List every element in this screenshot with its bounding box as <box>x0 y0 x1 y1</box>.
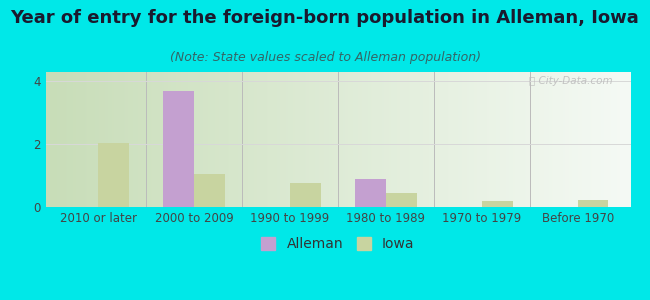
Bar <box>163 91 194 207</box>
Bar <box>482 201 513 207</box>
Bar <box>386 193 417 207</box>
Bar <box>356 179 386 207</box>
Text: Year of entry for the foreign-born population in Alleman, Iowa: Year of entry for the foreign-born popul… <box>10 9 640 27</box>
Bar <box>98 142 129 207</box>
Bar <box>290 184 320 207</box>
Bar <box>578 200 608 207</box>
Legend: Alleman, Iowa: Alleman, Iowa <box>256 232 420 257</box>
Bar <box>194 174 225 207</box>
Text: ⓘ City-Data.com: ⓘ City-Data.com <box>529 76 613 86</box>
Text: (Note: State values scaled to Alleman population): (Note: State values scaled to Alleman po… <box>170 51 480 64</box>
